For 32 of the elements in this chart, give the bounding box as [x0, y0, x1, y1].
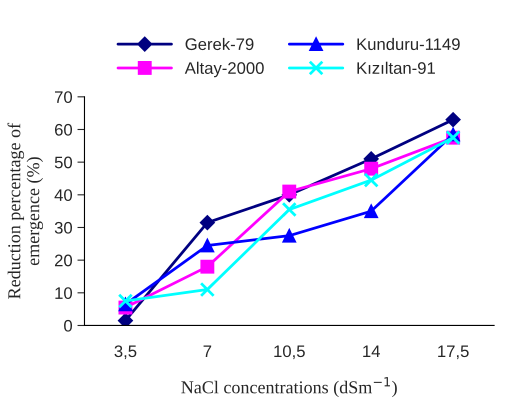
- x-tick-label: 10,5: [274, 345, 305, 360]
- x-axis-title: NaCl concentrations (dSm$^{−1}$): [181, 377, 397, 398]
- point: [200, 238, 214, 252]
- y-tick-label: 70: [54, 91, 72, 104]
- point: [364, 204, 378, 218]
- y-tick-label: 60: [54, 124, 72, 136]
- x-tick-label: 3,5: [114, 345, 136, 360]
- legend-label: Altay-2000: [184, 62, 264, 78]
- point: [364, 162, 378, 176]
- y-axis-title: Reduction percentage of emergence (%): [7, 122, 44, 299]
- point: [282, 228, 296, 243]
- point: [364, 172, 379, 188]
- y-tick-label: 40: [54, 189, 72, 202]
- legend-label: Kunduru-1149: [357, 38, 460, 50]
- x-tick-label: 17,5: [438, 346, 469, 360]
- point: [118, 313, 134, 326]
- point: [282, 184, 296, 198]
- y-tick-label: 20: [54, 254, 72, 266]
- legend-label: Kızıltan-91: [357, 62, 435, 74]
- x-tick-label: 7: [204, 346, 212, 358]
- x-tick-label: 14: [363, 346, 380, 358]
- point: [446, 112, 461, 128]
- y-tick-label: 10: [55, 287, 72, 300]
- legend-label: Gerek-79: [186, 38, 254, 50]
- y-tick-label: 30: [54, 222, 72, 234]
- y-tick-label: 0: [64, 320, 72, 332]
- point: [200, 282, 215, 298]
- y-tick-label: 50: [54, 156, 72, 168]
- point: [200, 215, 215, 230]
- point: [282, 202, 297, 218]
- point: [200, 260, 214, 274]
- point: [118, 293, 134, 309]
